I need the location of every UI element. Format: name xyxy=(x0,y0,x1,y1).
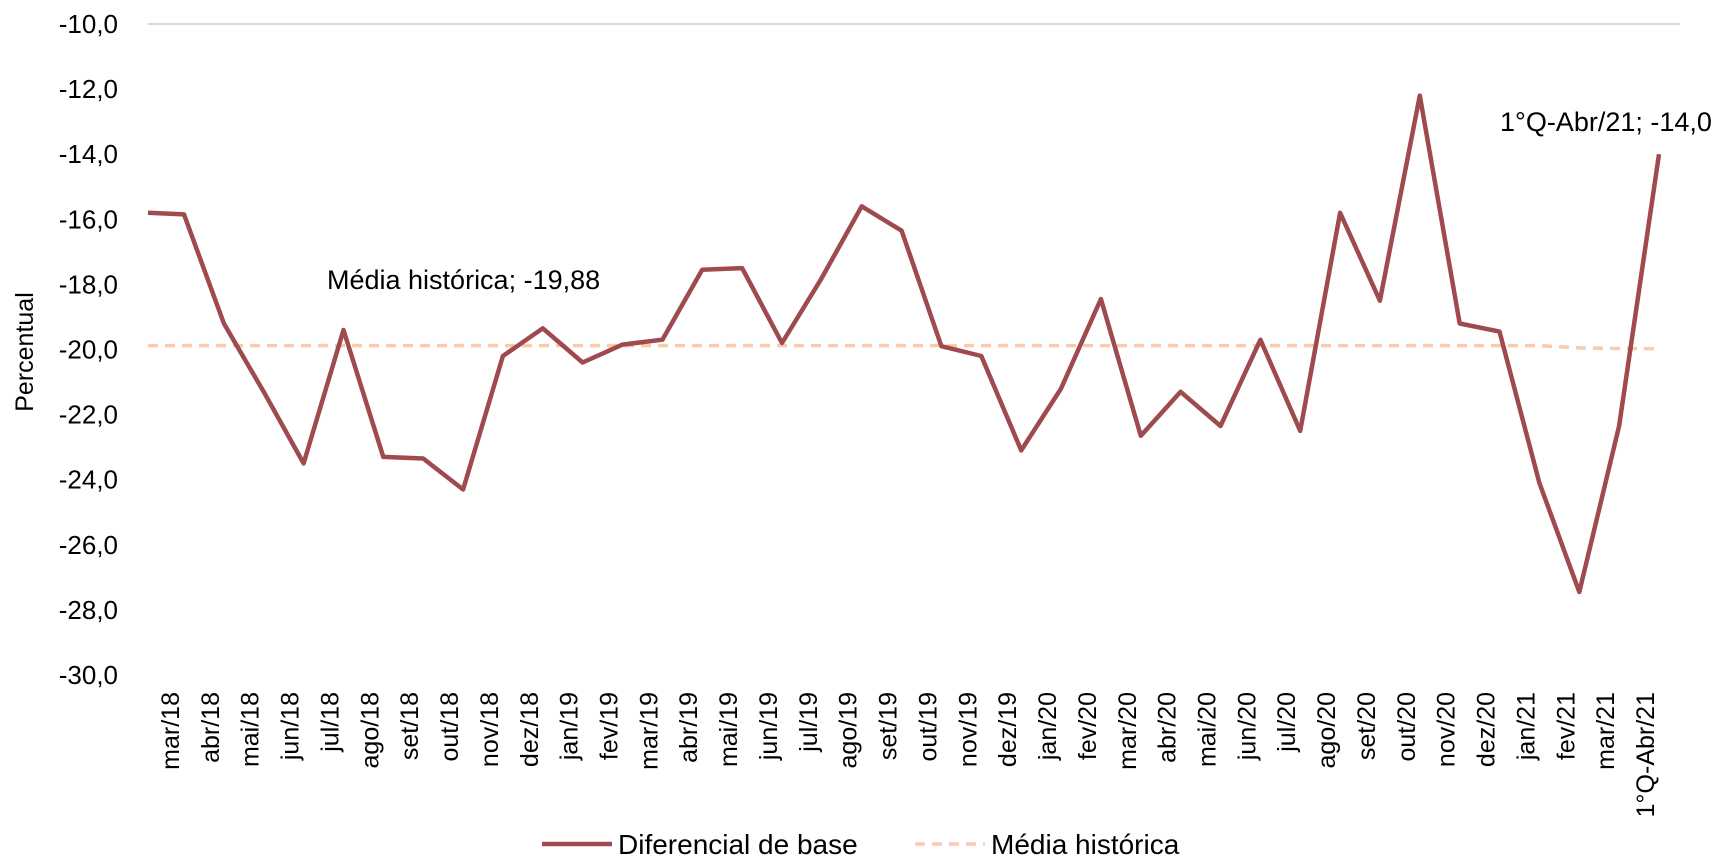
x-tick-label: set/19 xyxy=(875,692,903,760)
y-tick-label: -26,0 xyxy=(59,530,118,560)
x-tick-label: nov/19 xyxy=(954,692,982,767)
x-tick-label: set/20 xyxy=(1353,692,1381,760)
x-tick-label: fev/19 xyxy=(596,692,624,760)
y-tick-label: -12,0 xyxy=(59,74,118,104)
x-tick-label: ago/20 xyxy=(1313,692,1341,768)
x-tick-label: jan/20 xyxy=(1034,692,1062,761)
x-tick-label: ago/18 xyxy=(356,692,384,768)
x-tick-label: nov/18 xyxy=(476,692,504,767)
y-tick-label: -24,0 xyxy=(59,465,118,495)
legend-label-diferencial: Diferencial de base xyxy=(618,829,858,856)
x-tick-label: nov/20 xyxy=(1433,692,1461,767)
y-tick-label: -14,0 xyxy=(59,139,118,169)
x-tick-label: abr/18 xyxy=(197,692,225,763)
x-tick-label: out/20 xyxy=(1393,692,1421,762)
y-axis-ticks: -10,0 -12,0 -14,0 -16,0 -18,0 -20,0 -22,0 -24,0… xyxy=(59,9,118,690)
x-tick-label: out/19 xyxy=(914,692,942,762)
y-tick-label: -28,0 xyxy=(59,595,118,625)
legend-label-media: Média histórica xyxy=(991,829,1180,856)
x-tick-label: dez/20 xyxy=(1473,692,1501,767)
x-tick-label: mai/18 xyxy=(237,692,265,767)
x-tick-label: dez/19 xyxy=(994,692,1022,767)
x-tick-label: set/18 xyxy=(396,692,424,760)
y-tick-label: -30,0 xyxy=(59,660,118,690)
annotation-media-historica: Média histórica; -19,88 xyxy=(327,265,600,295)
x-tick-label: mar/21 xyxy=(1592,692,1620,770)
y-tick-label: -10,0 xyxy=(59,9,118,39)
x-tick-label: mar/20 xyxy=(1114,692,1142,770)
legend: Diferencial de base Média histórica xyxy=(542,829,1180,856)
x-tick-label: ago/19 xyxy=(835,692,863,768)
x-tick-label: jun/20 xyxy=(1233,692,1261,761)
x-tick-label: jun/19 xyxy=(755,692,783,761)
x-axis-ticks: mar/18 abr/18 mai/18 jun/18 jul/18 ago/18 set/… xyxy=(157,692,1660,817)
x-tick-label: dez/18 xyxy=(516,692,544,767)
x-tick-label: jul/19 xyxy=(795,692,823,753)
x-tick-label: jan/21 xyxy=(1512,692,1540,761)
y-tick-label: -20,0 xyxy=(59,335,118,365)
x-tick-label: mai/19 xyxy=(715,692,743,767)
x-tick-label: mar/19 xyxy=(635,692,663,770)
x-tick-label: fev/20 xyxy=(1074,692,1102,760)
x-tick-label: abr/19 xyxy=(675,692,703,763)
y-axis-title: Percentual xyxy=(11,292,39,412)
x-tick-label: abr/20 xyxy=(1154,692,1182,763)
series-layer xyxy=(147,93,1662,595)
x-tick-label: mar/18 xyxy=(157,692,185,770)
x-tick-label: jan/19 xyxy=(556,692,584,761)
annotation-last-point: 1°Q-Abr/21; -14,0 xyxy=(1500,107,1712,137)
series-line-diferencial-de-base xyxy=(147,93,1662,595)
y-tick-label: -22,0 xyxy=(59,400,118,430)
x-tick-label: jun/18 xyxy=(277,692,305,761)
y-tick-label: -18,0 xyxy=(59,269,118,299)
x-tick-label: 1°Q-Abr/21 xyxy=(1632,692,1660,817)
x-tick-label: jul/18 xyxy=(316,692,344,753)
x-tick-label: fev/21 xyxy=(1552,692,1580,760)
y-tick-label: -16,0 xyxy=(59,204,118,234)
series-line-media-historica xyxy=(148,343,1660,351)
x-tick-label: out/18 xyxy=(436,692,464,762)
x-tick-label: jul/20 xyxy=(1273,692,1301,753)
x-tick-label: mai/20 xyxy=(1193,692,1221,767)
